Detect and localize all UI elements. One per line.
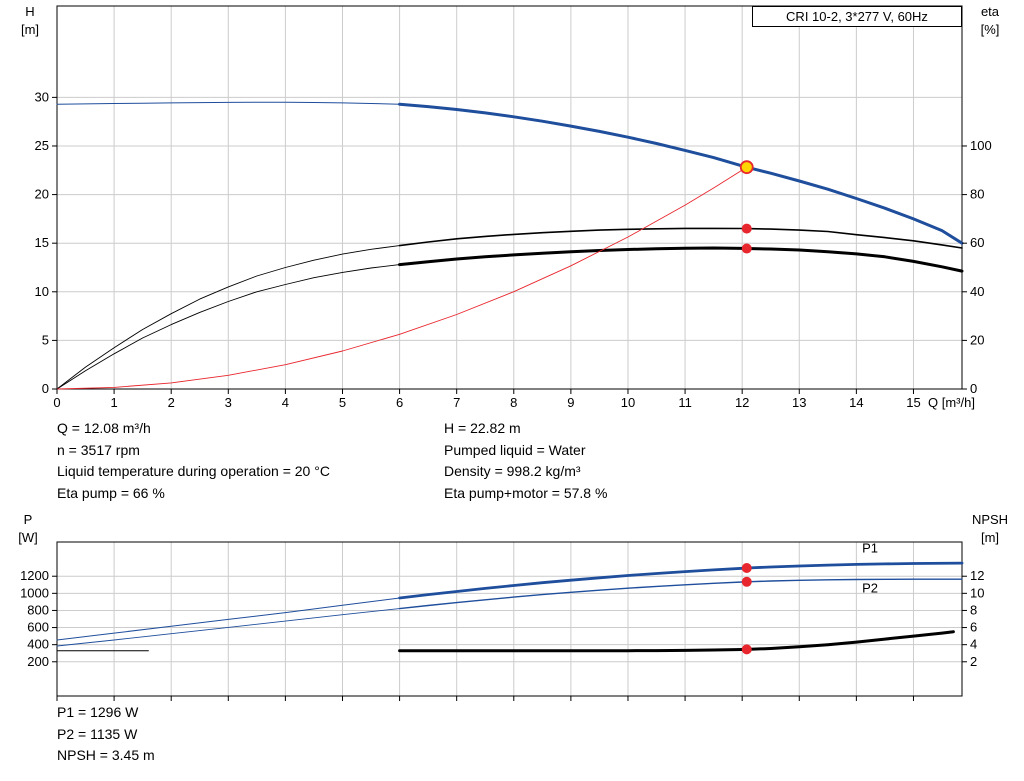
eta-pump-curve — [398, 227, 963, 249]
y-left-axis-title: [W] — [18, 530, 38, 545]
info-line-liquid-temp: Liquid temperature during operation = 20… — [57, 463, 330, 479]
tick-label-left: 0 — [42, 381, 49, 396]
pump-curve-low-flow — [56, 101, 401, 105]
tick-label-right: 60 — [970, 235, 984, 250]
eta-pump-motor-duty-point — [741, 243, 752, 254]
plot-border — [56, 541, 963, 697]
info-line-head: H = 22.82 m — [444, 420, 521, 436]
tick-label-right: 2 — [970, 654, 977, 669]
npsh-duty-point — [741, 644, 752, 655]
info-line-density: Density = 998.2 kg/m³ — [444, 463, 581, 479]
p2-duty-point — [741, 576, 752, 587]
operating-data-left: Q = 12.08 m³/h n = 3517 rpm Liquid tempe… — [57, 418, 330, 504]
power-npsh-chart: 200 400 600 800 1000 1200 2 4 6 8 10 12 P [W] NPSH [m] P… — [18, 512, 1008, 701]
p1-curve-low-flow — [56, 597, 401, 641]
tick-label-left: 400 — [27, 637, 49, 652]
tick-label-bottom: 3 — [225, 395, 232, 410]
y-left-axis-title: [m] — [21, 22, 39, 37]
eta-pump-curve-low-flow — [56, 245, 401, 390]
tick-label-bottom: 5 — [339, 395, 346, 410]
tick-label-right: 8 — [970, 602, 977, 617]
tick-label-bottom: 1 — [110, 395, 117, 410]
tick-label-right: 4 — [970, 637, 977, 652]
plot-border — [56, 5, 963, 390]
eta-pump-duty-point — [741, 223, 752, 234]
p2-curve — [398, 578, 963, 610]
tick-label-bottom: 0 — [53, 395, 60, 410]
y-right-axis-title: NPSH — [972, 512, 1008, 527]
tick-label-left: 1000 — [20, 585, 49, 600]
info-line-speed: n = 3517 rpm — [57, 441, 140, 458]
pump-title-box: CRI 10-2, 3*277 V, 60Hz — [752, 6, 962, 27]
tick-label-left: 200 — [27, 654, 49, 669]
tick-label-bottom: 12 — [735, 395, 749, 410]
info-line-p2: P2 = 1135 W — [57, 725, 138, 742]
tick-label-left: 15 — [35, 235, 49, 250]
tick-label-left: 800 — [27, 602, 49, 617]
pump-curve-main — [398, 102, 964, 245]
tick-label-bottom: 7 — [453, 395, 460, 410]
tick-label-bottom: 10 — [621, 395, 635, 410]
duty-point[interactable] — [739, 160, 754, 175]
p1-duty-point — [741, 563, 752, 574]
y-left-axis-title: P — [24, 512, 33, 527]
tick-label-bottom: 6 — [396, 395, 403, 410]
tick-label-bottom: 4 — [282, 395, 289, 410]
tick-label-left: 600 — [27, 620, 49, 635]
tick-label-bottom: 13 — [792, 395, 806, 410]
tick-label-right: 0 — [970, 381, 977, 396]
tick-label-left: 1200 — [20, 568, 49, 583]
power-npsh-data: P1 = 1296 W P2 = 1135 W NPSH = 3.45 m — [57, 702, 155, 767]
y-left-axis-title: H — [25, 4, 34, 19]
p2-curve-label: P2 — [862, 580, 878, 595]
tick-label-right: 80 — [970, 187, 984, 202]
info-line-pumped-liquid: Pumped liquid = Water — [444, 441, 586, 458]
tick-label-left: 25 — [35, 138, 49, 153]
tick-label-left: 5 — [42, 332, 49, 347]
tick-label-left: 30 — [35, 89, 49, 104]
tick-label-bottom: 9 — [567, 395, 574, 410]
y-right-axis-title: [m] — [981, 530, 999, 545]
tick-label-right: 6 — [970, 620, 977, 635]
tick-label-bottom: 14 — [849, 395, 863, 410]
info-line-p1: P1 = 1296 W — [57, 704, 139, 720]
tick-label-right: 40 — [970, 284, 984, 299]
tick-label-right: 10 — [970, 585, 984, 600]
tick-label-bottom: 2 — [168, 395, 175, 410]
info-line-eta-pump-motor: Eta pump+motor = 57.8 % — [444, 484, 608, 501]
p2-curve-low-flow — [56, 608, 401, 647]
tick-label-bottom: 15 — [906, 395, 920, 410]
x-axis-title: Q [m³/h] — [928, 395, 975, 410]
eta-pump-motor-curve-low-flow — [56, 264, 401, 390]
p1-curve-label: P1 — [862, 540, 878, 555]
tick-label-right: 12 — [970, 568, 984, 583]
y-right-axis-title: eta — [981, 4, 1000, 19]
npsh-curve — [398, 630, 955, 653]
tick-label-bottom: 8 — [510, 395, 517, 410]
info-line-npsh: NPSH = 3.45 m — [57, 747, 155, 763]
p1-curve — [398, 561, 964, 600]
info-line-flow: Q = 12.08 m³/h — [57, 420, 151, 436]
info-line-eta-pump: Eta pump = 66 % — [57, 484, 165, 501]
tick-label-right: 20 — [970, 332, 984, 347]
tick-label-left: 10 — [35, 284, 49, 299]
tick-label-right: 100 — [970, 138, 992, 153]
operating-data-right: H = 22.82 m Pumped liquid = Water Densit… — [444, 418, 607, 504]
tick-label-bottom: 11 — [678, 395, 692, 410]
y-right-axis-title: [%] — [981, 22, 1000, 37]
system-curve — [56, 166, 748, 390]
eta-pump-motor-curve — [398, 246, 964, 273]
tick-label-left: 20 — [35, 187, 49, 202]
